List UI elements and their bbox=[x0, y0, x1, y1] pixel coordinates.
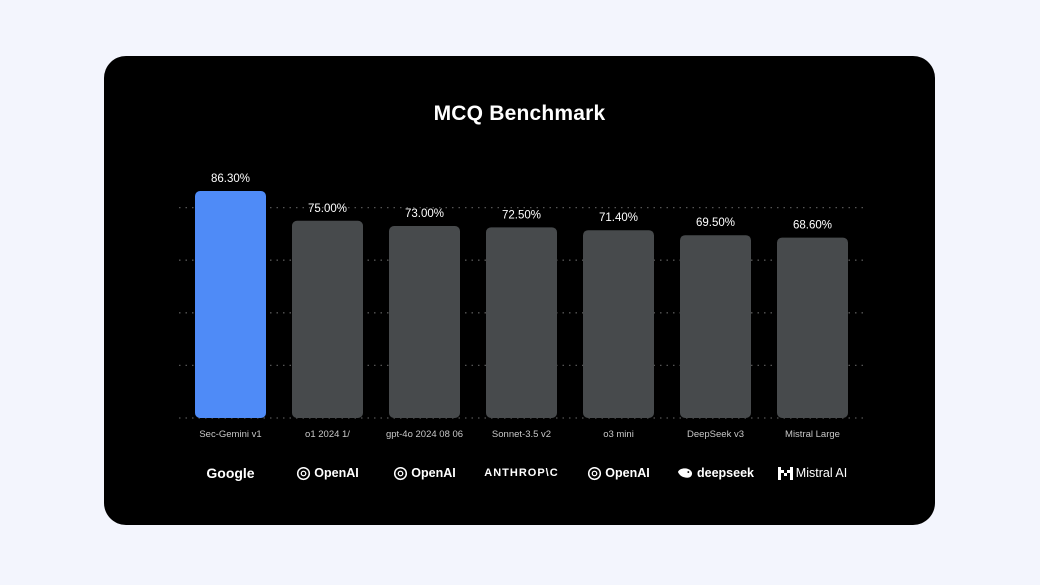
x-tick-label: gpt-4o 2024 08 06 bbox=[386, 429, 463, 440]
mistral-icon bbox=[777, 466, 793, 480]
bar bbox=[195, 191, 266, 418]
data-label: 72.50% bbox=[502, 209, 541, 221]
mistral-logo: Mistral AI bbox=[767, 462, 858, 484]
data-label: 69.50% bbox=[696, 217, 735, 229]
data-label: 68.60% bbox=[793, 220, 832, 232]
openai-icon bbox=[588, 466, 602, 480]
data-label: 86.30% bbox=[211, 173, 250, 185]
anthropic-logo: ANTHROP\C bbox=[484, 467, 559, 479]
bar bbox=[486, 227, 557, 418]
bar bbox=[389, 226, 460, 418]
whale-icon bbox=[677, 468, 693, 478]
openai-icon bbox=[394, 466, 408, 480]
bar bbox=[583, 230, 654, 418]
x-tick-label: Sonnet-3.5 v2 bbox=[492, 429, 551, 440]
openai-logo: OpenAI bbox=[282, 462, 373, 484]
openai-logo: OpenAI bbox=[379, 462, 470, 484]
bar bbox=[777, 237, 848, 418]
bar bbox=[680, 235, 751, 418]
x-tick-label: Sec-Gemini v1 bbox=[199, 429, 261, 440]
deepseek-logo: deepseek bbox=[670, 462, 761, 484]
bar bbox=[292, 220, 363, 418]
x-tick-label: o3 mini bbox=[603, 429, 634, 440]
openai-logo: OpenAI bbox=[573, 462, 664, 484]
data-label: 75.00% bbox=[308, 203, 347, 215]
x-tick-label: Mistral Large bbox=[785, 429, 840, 440]
data-label: 73.00% bbox=[405, 208, 444, 220]
x-tick-label: o1 2024 1/ bbox=[305, 429, 350, 440]
chart-card: MCQ Benchmark 86.30% Sec-Gemini v1 75.00% o… bbox=[104, 56, 935, 525]
bar-chart-plot: 86.30% Sec-Gemini v1 75.00% o1 2024 1/73.00… bbox=[179, 173, 863, 440]
openai-icon bbox=[297, 466, 311, 480]
chart-title: MCQ Benchmark bbox=[433, 102, 606, 125]
google-logo: Google bbox=[206, 465, 255, 481]
data-label: 71.40% bbox=[599, 212, 638, 224]
x-tick-label: DeepSeek v3 bbox=[687, 429, 744, 440]
